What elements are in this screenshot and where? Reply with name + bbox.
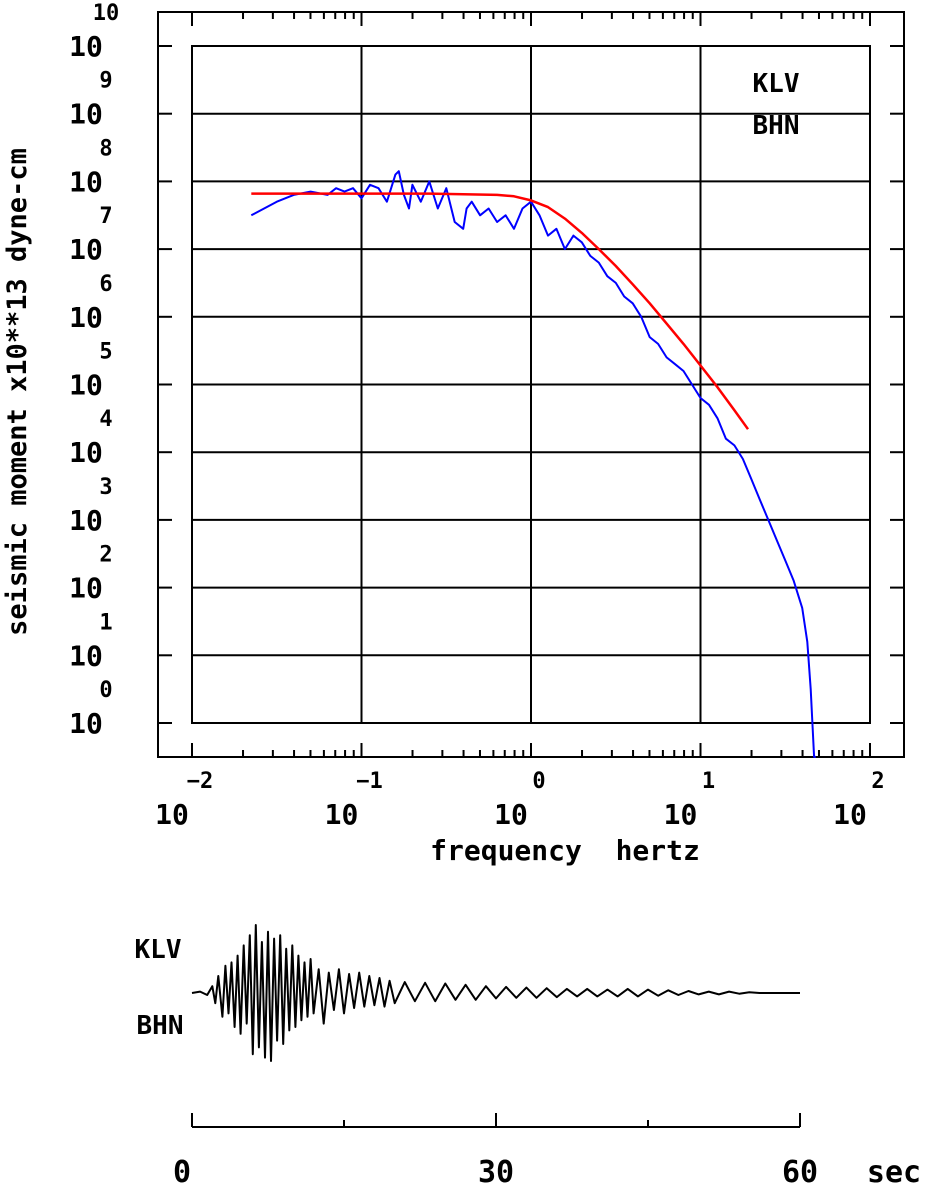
series-line-model-fit (251, 192, 750, 430)
x-tick-label-base: 10 (494, 798, 528, 831)
y-tick-label-exponent: 9 (99, 69, 112, 94)
x-tick-label-base: 10 (325, 798, 359, 831)
y-tick-label-exponent: 1 (99, 610, 112, 635)
y-tick-label-exponent: 4 (99, 407, 112, 432)
y-tick-label-base: 10 (69, 98, 103, 131)
spectrum-x-axis-title: frequency hertz (430, 834, 700, 867)
x-tick-label-exponent: 1 (702, 769, 715, 794)
y-tick-label-exponent: 10 (93, 1, 120, 26)
spectrum-minor-ticks (158, 12, 904, 757)
spectrum-component-label: BHN (753, 111, 800, 141)
time-axis-tick-labels: 0 30 60 (173, 1155, 818, 1184)
spectrum-station-label: KLV (753, 69, 800, 99)
time-tick-label: 30 (478, 1155, 514, 1184)
y-tick-label-base: 10 (69, 639, 103, 672)
y-tick-label-exponent: 7 (99, 204, 112, 229)
x-tick-label-base: 10 (155, 798, 189, 831)
x-tick-label-base: 10 (664, 798, 698, 831)
y-tick-label-base: 10 (69, 504, 103, 537)
y-tick-label-base: 10 (69, 572, 103, 605)
spectrum-y-tick-labels: 10 0 10 1 10 2 10 3 10 4 10 5 10 6 10 7 10 8 10 9 10 10 (69, 1, 119, 740)
y-tick-label-exponent: 0 (99, 678, 112, 703)
time-tick-label: 60 (782, 1155, 818, 1184)
y-tick-label-base: 10 (69, 233, 103, 266)
seismogram-chart: KLV BHN 0 30 60 sec (135, 924, 921, 1184)
seismogram-trace (191, 924, 800, 1062)
y-tick-label-base: 10 (69, 369, 103, 402)
y-tick-label-base: 10 (69, 30, 103, 63)
y-tick-label-base: 10 (69, 165, 103, 198)
y-tick-label-exponent: 3 (99, 475, 112, 500)
x-tick-label-exponent: 0 (532, 769, 545, 794)
y-tick-label-exponent: 8 (99, 136, 112, 161)
spectrum-y-axis-title: seismic moment x10**13 dyne-cm (2, 148, 33, 636)
series-line-observed-spectrum (250, 170, 816, 758)
x-tick-label-base: 10 (833, 798, 867, 831)
seismogram-component-label: BHN (137, 1011, 184, 1041)
spectrum-series (250, 170, 816, 758)
y-tick-label-base: 10 (69, 436, 103, 469)
x-tick-label-exponent: −1 (356, 769, 383, 794)
y-tick-label-exponent: 6 (99, 272, 112, 297)
spectrum-grid (192, 46, 870, 723)
x-tick-label-exponent: −2 (187, 769, 214, 794)
y-tick-label-base: 10 (69, 301, 103, 334)
time-axis-unit-label: sec (867, 1155, 921, 1184)
seismogram-station-label: KLV (135, 935, 182, 965)
seismogram-series (191, 924, 800, 1062)
y-tick-label-exponent: 2 (99, 543, 112, 568)
y-tick-label-exponent: 5 (99, 340, 112, 365)
y-tick-label-base: 10 (69, 707, 103, 740)
time-axis-ticks (191, 1113, 801, 1127)
x-tick-label-exponent: 2 (871, 769, 884, 794)
time-tick-label: 0 (173, 1155, 191, 1184)
